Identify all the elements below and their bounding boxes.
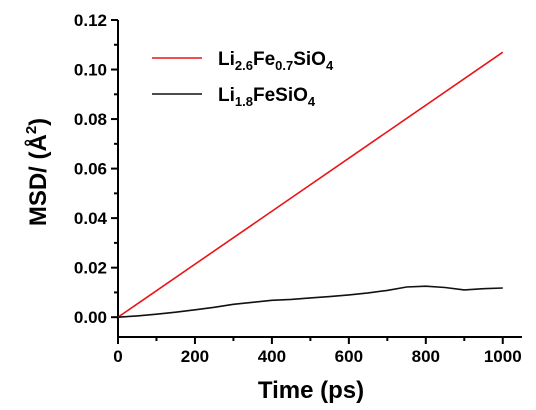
x-tick-label: 1000	[484, 347, 522, 366]
x-tick-label: 400	[258, 347, 286, 366]
x-tick-label: 800	[412, 347, 440, 366]
y-tick-label: 0.08	[74, 110, 107, 129]
y-axis-title-superscript: 2	[23, 126, 40, 134]
y-tick-label: 0.06	[74, 160, 107, 179]
y-axis-title-main: MSD/ (Å	[24, 134, 52, 226]
y-axis-title: MSD/ (Å2)	[23, 118, 52, 226]
y-axis-title-close: )	[25, 118, 52, 126]
x-tick-label: 200	[181, 347, 209, 366]
y-tick-label: 0.10	[74, 61, 107, 80]
legend: Li2.6Fe0.7SiO4 Li1.8FeSiO4	[152, 49, 334, 109]
legend-label-1: Li2.6Fe0.7SiO4	[218, 49, 334, 73]
series-line-1	[117, 51, 504, 318]
x-tick-label: 0	[113, 347, 122, 366]
plot-frame	[117, 20, 522, 338]
y-tick-label: 0.04	[74, 209, 108, 228]
x-axis-title: Time (ps)	[258, 377, 364, 404]
y-tick-label: 0.00	[74, 308, 107, 327]
x-axis-ticks: 0 200 400 600 800 1000	[113, 337, 522, 366]
series-line-2	[117, 285, 503, 318]
y-axis-ticks: 0.00 0.02 0.04 0.06 0.08 0.10 0.12	[74, 11, 118, 327]
series-layer	[117, 51, 504, 318]
y-tick-label: 0.12	[74, 11, 107, 30]
legend-label-2: Li1.8FeSiO4	[218, 85, 316, 109]
y-tick-label: 0.02	[74, 259, 107, 278]
x-tick-label: 600	[335, 347, 363, 366]
